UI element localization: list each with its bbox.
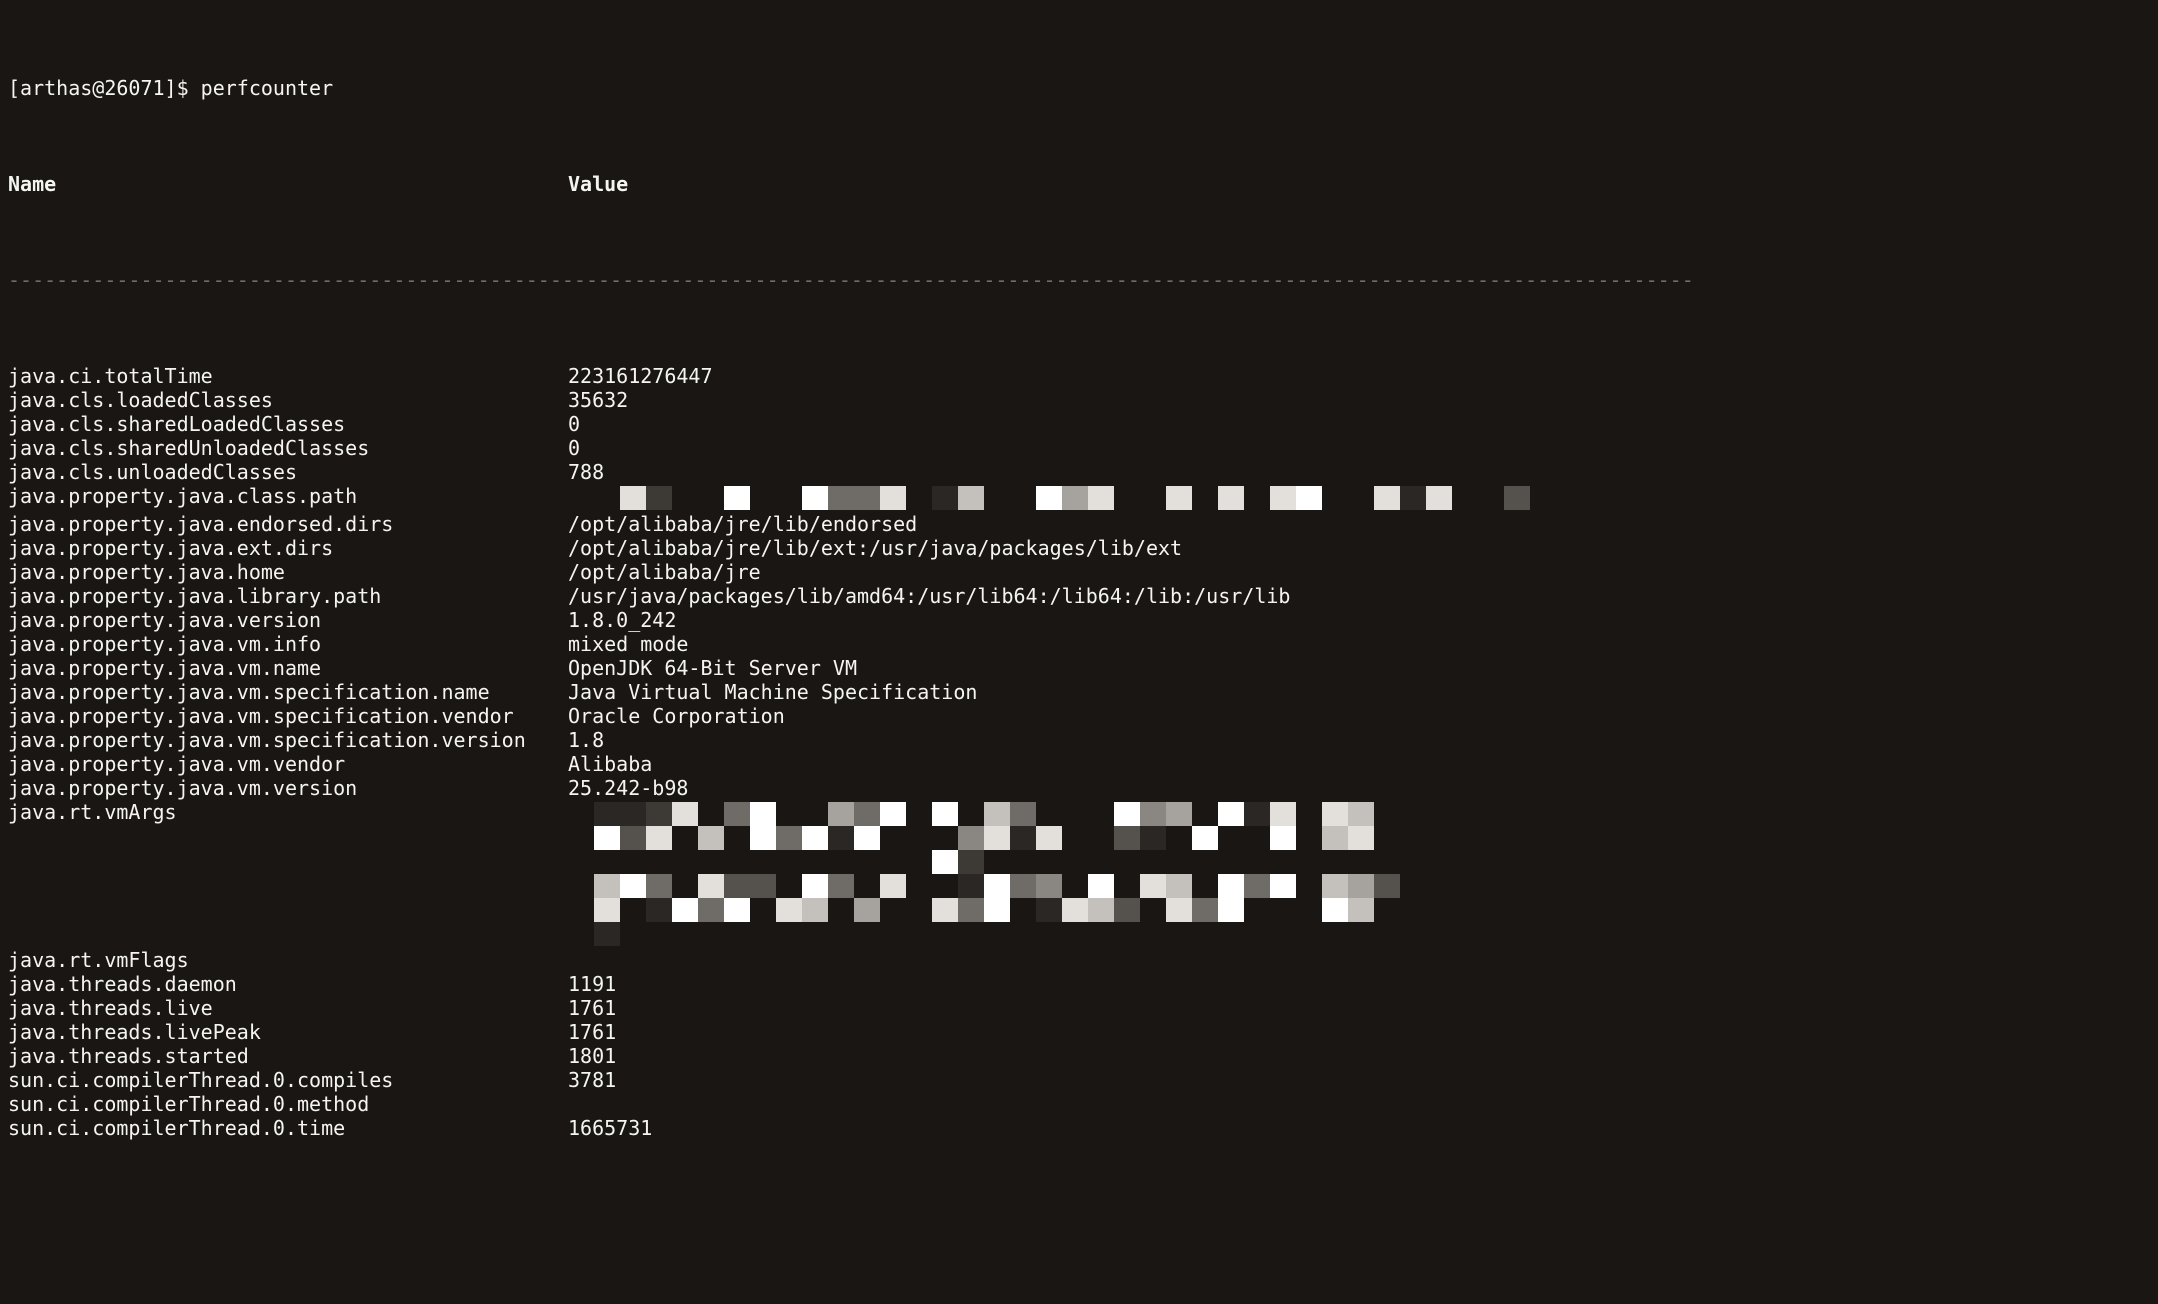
table-row: sun.ci.compilerThread.0.method: [8, 1092, 2150, 1116]
counter-value: 1.8: [568, 728, 2150, 752]
table-row: java.cls.sharedUnloadedClasses0: [8, 436, 2150, 460]
counter-value: [568, 484, 2150, 512]
counter-name: sun.ci.compilerThread.0.compiles: [8, 1068, 568, 1092]
counter-value: [568, 800, 2150, 948]
counter-name: java.ci.totalTime: [8, 364, 568, 388]
table-row: java.threads.live1761: [8, 996, 2150, 1020]
table-row: java.property.java.home/opt/alibaba/jre: [8, 560, 2150, 584]
table-row: java.property.java.vm.infomixed mode: [8, 632, 2150, 656]
counter-value: [568, 948, 2150, 972]
counter-value: 0: [568, 412, 2150, 436]
counter-name: sun.ci.compilerThread.0.method: [8, 1092, 568, 1116]
counter-value: /opt/alibaba/jre/lib/ext:/usr/java/packa…: [568, 536, 2150, 560]
counter-value: /opt/alibaba/jre/lib/endorsed: [568, 512, 2150, 536]
table-row: sun.ci.compilerThread.0.time1665731: [8, 1116, 2150, 1140]
counter-name: java.cls.sharedLoadedClasses: [8, 412, 568, 436]
table-row: java.rt.vmFlags: [8, 948, 2150, 972]
table-row: java.property.java.endorsed.dirs/opt/ali…: [8, 512, 2150, 536]
counter-value: 35632: [568, 388, 2150, 412]
table-row: java.rt.vmArgs: [8, 800, 2150, 948]
table-row: java.cls.unloadedClasses788: [8, 460, 2150, 484]
counter-name: java.property.java.vm.vendor: [8, 752, 568, 776]
redacted-pixelated: [568, 486, 2150, 510]
counter-value: 25.242-b98: [568, 776, 2150, 800]
counter-name: java.property.java.home: [8, 560, 568, 584]
counter-name: java.property.java.endorsed.dirs: [8, 512, 568, 536]
counter-name: java.rt.vmArgs: [8, 800, 568, 948]
counter-value: 788: [568, 460, 2150, 484]
header-value: Value: [568, 172, 2150, 196]
counter-value: 3781: [568, 1068, 2150, 1092]
table-body: java.ci.totalTime223161276447java.cls.lo…: [8, 364, 2150, 1140]
counter-value: mixed mode: [568, 632, 2150, 656]
counter-name: java.threads.livePeak: [8, 1020, 568, 1044]
redacted-pixelated: [568, 802, 2150, 946]
counter-value: [568, 1092, 2150, 1116]
counter-name: java.property.java.ext.dirs: [8, 536, 568, 560]
counter-name: sun.ci.compilerThread.0.time: [8, 1116, 568, 1140]
counter-name: java.property.java.class.path: [8, 484, 568, 512]
table-row: java.threads.daemon1191: [8, 972, 2150, 996]
counter-name: java.property.java.vm.specification.vers…: [8, 728, 568, 752]
counter-value: 0: [568, 436, 2150, 460]
counter-value: 1801: [568, 1044, 2150, 1068]
divider-line: ----------------------------------------…: [8, 268, 2150, 292]
counter-value: Java Virtual Machine Specification: [568, 680, 2150, 704]
counter-name: java.threads.live: [8, 996, 568, 1020]
counter-value: Oracle Corporation: [568, 704, 2150, 728]
counter-name: java.property.java.vm.specification.vend…: [8, 704, 568, 728]
counter-name: java.cls.sharedUnloadedClasses: [8, 436, 568, 460]
table-row: java.property.java.version1.8.0_242: [8, 608, 2150, 632]
counter-name: java.rt.vmFlags: [8, 948, 568, 972]
table-row: java.property.java.vm.specification.name…: [8, 680, 2150, 704]
counter-value: 1.8.0_242: [568, 608, 2150, 632]
counter-value: 1665731: [568, 1116, 2150, 1140]
counter-value: /opt/alibaba/jre: [568, 560, 2150, 584]
header-name: Name: [8, 172, 568, 196]
counter-name: java.threads.started: [8, 1044, 568, 1068]
table-row: java.property.java.class.path: [8, 484, 2150, 512]
table-row: java.cls.loadedClasses35632: [8, 388, 2150, 412]
table-row: java.ci.totalTime223161276447: [8, 364, 2150, 388]
table-row: java.property.java.vm.specification.vend…: [8, 704, 2150, 728]
table-header: Name Value: [8, 172, 2150, 196]
command-text: perfcounter: [201, 76, 333, 100]
table-row: java.property.java.vm.specification.vers…: [8, 728, 2150, 752]
counter-value: 223161276447: [568, 364, 2150, 388]
counter-name: java.property.java.vm.name: [8, 656, 568, 680]
counter-value: /usr/java/packages/lib/amd64:/usr/lib64:…: [568, 584, 2150, 608]
counter-value: Alibaba: [568, 752, 2150, 776]
counter-value: OpenJDK 64-Bit Server VM: [568, 656, 2150, 680]
shell-prompt: [arthas@26071]$: [8, 76, 189, 100]
table-row: java.property.java.library.path/usr/java…: [8, 584, 2150, 608]
prompt-line: [arthas@26071]$ perfcounter: [8, 76, 2150, 100]
table-row: sun.ci.compilerThread.0.compiles3781: [8, 1068, 2150, 1092]
terminal-output: [arthas@26071]$ perfcounter Name Value -…: [0, 0, 2158, 1192]
counter-name: java.threads.daemon: [8, 972, 568, 996]
table-row: java.property.java.ext.dirs/opt/alibaba/…: [8, 536, 2150, 560]
table-row: java.property.java.vm.version25.242-b98: [8, 776, 2150, 800]
table-row: java.cls.sharedLoadedClasses0: [8, 412, 2150, 436]
table-row: java.property.java.vm.vendorAlibaba: [8, 752, 2150, 776]
counter-name: java.cls.unloadedClasses: [8, 460, 568, 484]
counter-value: 1761: [568, 996, 2150, 1020]
table-row: java.threads.livePeak1761: [8, 1020, 2150, 1044]
counter-name: java.property.java.library.path: [8, 584, 568, 608]
counter-name: java.property.java.vm.specification.name: [8, 680, 568, 704]
counter-name: java.cls.loadedClasses: [8, 388, 568, 412]
counter-value: 1761: [568, 1020, 2150, 1044]
counter-name: java.property.java.vm.info: [8, 632, 568, 656]
table-row: java.property.java.vm.nameOpenJDK 64-Bit…: [8, 656, 2150, 680]
counter-name: java.property.java.version: [8, 608, 568, 632]
table-row: java.threads.started1801: [8, 1044, 2150, 1068]
counter-name: java.property.java.vm.version: [8, 776, 568, 800]
counter-value: 1191: [568, 972, 2150, 996]
